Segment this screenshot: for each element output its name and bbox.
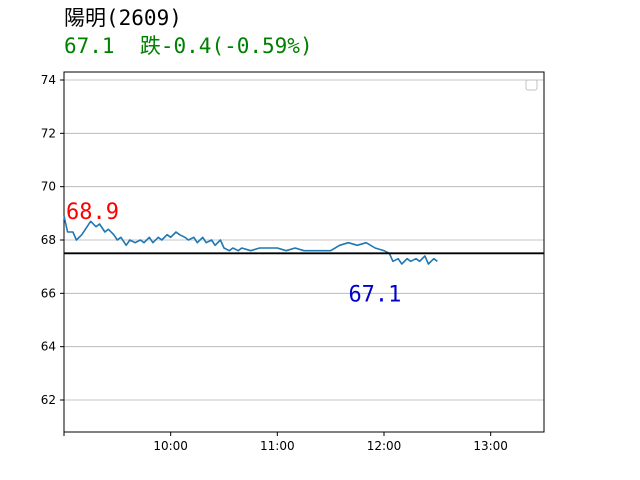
price-line: 67.1 跌-0.4(-0.59%) xyxy=(64,32,313,60)
axes: 62 64 66 68 70 72 74 10:00 11:00 12:00 13:00 xyxy=(41,71,545,453)
y-tick-label: 72 xyxy=(41,126,56,140)
plot-frame xyxy=(63,71,545,433)
annotations: 68.9 67.1 xyxy=(66,200,401,307)
y-tick-label: 68 xyxy=(41,233,56,247)
x-tick-label: 11:00 xyxy=(260,439,295,453)
stock-title: 陽明(2609) xyxy=(64,6,182,30)
close-price-annotation: 67.1 xyxy=(348,282,401,307)
current-price: 67.1 xyxy=(64,34,115,58)
x-tick-label: 13:00 xyxy=(473,439,508,453)
y-tick-label: 74 xyxy=(41,73,56,87)
y-tick-label: 64 xyxy=(41,340,56,354)
y-tick-label: 62 xyxy=(41,393,56,407)
grid-lines xyxy=(64,79,544,401)
series-layer xyxy=(63,215,544,265)
y-tick-label: 66 xyxy=(41,286,56,300)
x-tick-label: 12:00 xyxy=(367,439,402,453)
y-tick-label: 70 xyxy=(41,180,56,194)
legend-box xyxy=(525,79,538,91)
price-change: 跌-0.4(-0.59%) xyxy=(139,34,313,58)
title-block: 陽明(2609) 67.1 跌-0.4(-0.59%) xyxy=(64,4,313,60)
open-price-annotation: 68.9 xyxy=(66,200,119,225)
x-tick-label: 10:00 xyxy=(153,439,188,453)
